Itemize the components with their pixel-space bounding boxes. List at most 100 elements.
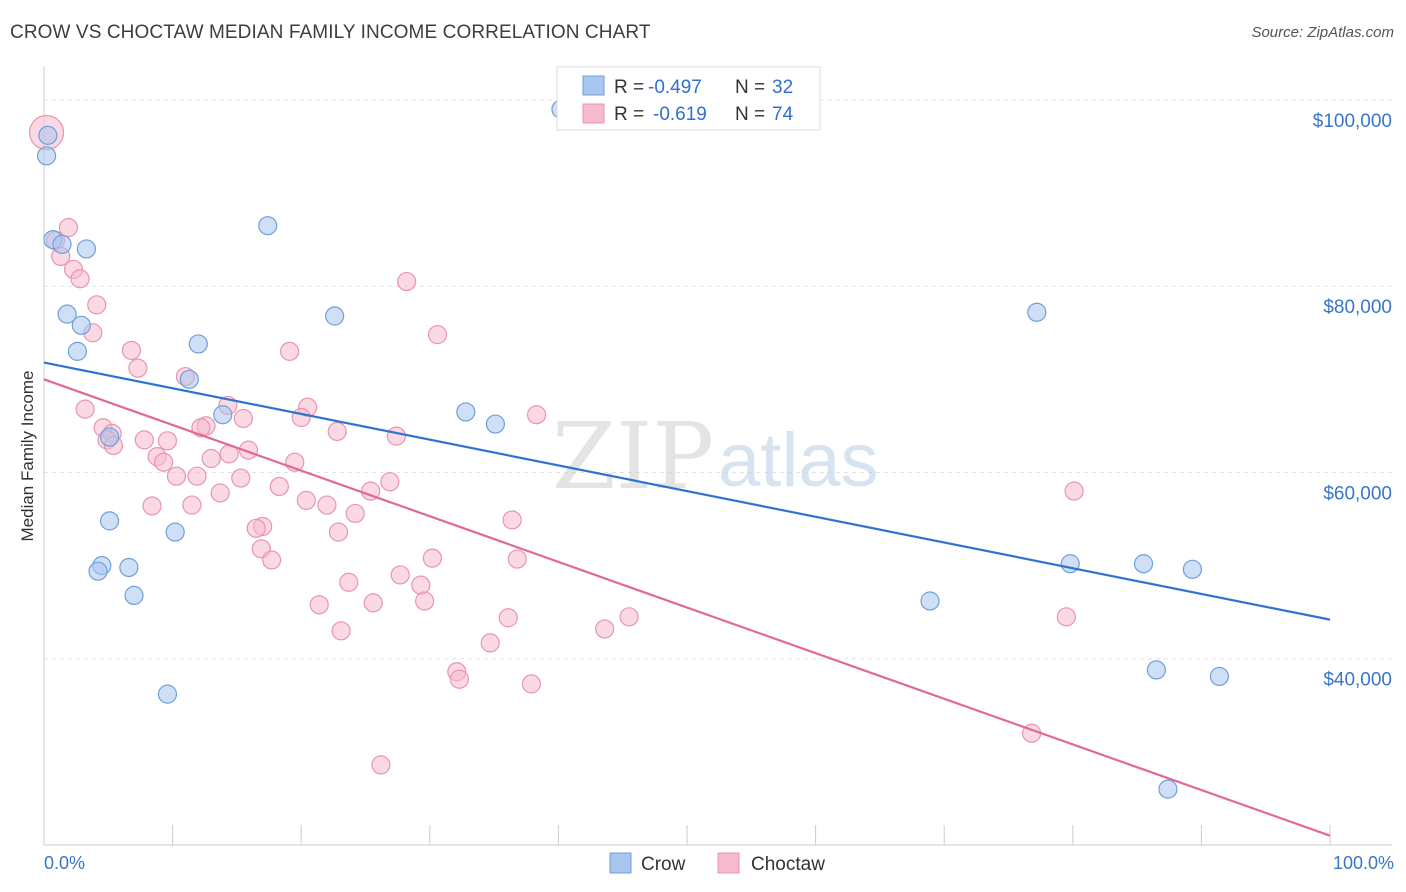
watermark: ZIP atlas: [552, 403, 879, 510]
choctaw-point: [363, 593, 383, 613]
crow-point: [1027, 302, 1047, 322]
choctaw-point: [317, 495, 337, 515]
legend-swatch-choctaw: [582, 103, 605, 124]
choctaw-point: [134, 430, 154, 450]
choctaw-point: [327, 421, 347, 442]
crow-point: [124, 585, 144, 606]
crow-point: [485, 414, 505, 434]
x-tick-label-max: 100.0%: [1333, 853, 1394, 873]
choctaw-point: [70, 269, 90, 289]
choctaw-point: [157, 431, 178, 451]
choctaw-point: [233, 408, 253, 429]
choctaw-point: [58, 217, 79, 238]
choctaw-trend-line: [43, 378, 1331, 837]
crow-point: [67, 341, 88, 361]
choctaw-point: [166, 466, 187, 486]
choctaw-point: [449, 669, 469, 689]
choctaw-point: [328, 522, 349, 542]
choctaw-point: [296, 490, 316, 511]
choctaw-point: [280, 341, 300, 361]
choctaw-point: [128, 358, 148, 378]
y-tick-labels: $40,000 $60,000 $80,000 $100,000: [1313, 111, 1392, 691]
choctaw-points: [28, 114, 1084, 775]
crow-point: [99, 511, 120, 531]
legend-choctaw-n-value: 74: [772, 104, 794, 125]
choctaw-point: [386, 426, 406, 446]
choctaw-point: [291, 407, 311, 428]
choctaw-point: [142, 496, 162, 516]
crow-points: [36, 99, 1230, 799]
choctaw-point: [415, 591, 435, 611]
crow-point: [71, 315, 91, 335]
legend-choctaw-r-value: -0.619: [653, 104, 707, 125]
choctaw-point: [269, 476, 289, 497]
choctaw-point: [1064, 481, 1084, 501]
crow-point: [1158, 779, 1178, 799]
choctaw-point: [1056, 607, 1076, 627]
crow-point: [38, 125, 58, 145]
choctaw-point: [526, 405, 547, 425]
choctaw-point: [380, 472, 400, 492]
crow-point: [188, 334, 208, 354]
legend-crow-n-value: 32: [772, 77, 793, 98]
choctaw-point: [201, 448, 221, 469]
choctaw-point: [480, 633, 500, 653]
y-tick-label: $100,000: [1313, 111, 1392, 132]
choctaw-point: [231, 468, 251, 488]
crow-point: [99, 427, 120, 447]
source-label: Source: ZipAtlas.com: [1251, 24, 1394, 41]
choctaw-point: [619, 607, 639, 627]
crow-point: [88, 561, 108, 581]
choctaw-point: [595, 619, 615, 639]
choctaw-point: [210, 483, 230, 503]
bottom-legend-swatch-crow: [609, 852, 632, 874]
bottom-legend: Crow Choctaw: [609, 852, 825, 875]
crow-point: [157, 684, 178, 704]
choctaw-point: [121, 340, 142, 361]
legend-swatch-crow: [582, 75, 605, 96]
choctaw-point: [262, 550, 282, 570]
crow-trend-line: [43, 361, 1331, 621]
y-tick-label: $40,000: [1323, 670, 1392, 691]
crow-point: [920, 591, 940, 611]
choctaw-point: [371, 755, 391, 775]
bottom-legend-choctaw: Choctaw: [751, 854, 825, 875]
crow-point: [179, 369, 199, 389]
crow-point: [165, 522, 185, 542]
choctaw-point: [309, 595, 329, 615]
crow-point: [1133, 554, 1154, 574]
choctaw-point: [187, 466, 207, 486]
choctaw-point: [422, 548, 442, 568]
crow-point: [119, 557, 139, 578]
legend-choctaw-n-label: N =: [735, 104, 765, 125]
choctaw-point: [331, 621, 351, 641]
choctaw-point: [411, 575, 431, 595]
grid-lines: [44, 99, 1392, 660]
chart-title: CROW VS CHOCTAW MEDIAN FAMILY INCOME COR…: [10, 22, 651, 43]
y-tick-label: $60,000: [1323, 483, 1392, 504]
choctaw-point: [427, 325, 448, 345]
choctaw-point: [87, 295, 107, 315]
choctaw-point: [397, 271, 417, 292]
crow-point: [1146, 660, 1166, 680]
y-tick-label: $80,000: [1323, 297, 1392, 318]
crow-point: [36, 146, 57, 166]
legend-crow-r-value: -0.497: [648, 77, 702, 98]
choctaw-point: [75, 399, 95, 419]
choctaw-point: [153, 452, 174, 472]
choctaw-point: [182, 495, 202, 515]
legend-crow-n-label: N =: [735, 77, 765, 98]
crow-point: [1209, 666, 1230, 687]
crow-point: [258, 216, 278, 236]
crow-point: [325, 306, 345, 326]
watermark-zip: ZIP: [552, 403, 714, 510]
x-tick-labels: 0.0% 100.0%: [44, 853, 1394, 873]
top-legend: R = -0.497 N = 32 R = -0.619 N = 74: [556, 66, 821, 131]
choctaw-point: [507, 549, 527, 569]
y-axis-label: Median Family Income: [18, 370, 37, 541]
watermark-atlas: atlas: [718, 418, 879, 503]
crow-point: [57, 304, 77, 324]
choctaw-point: [502, 510, 522, 530]
choctaw-point: [339, 572, 359, 592]
